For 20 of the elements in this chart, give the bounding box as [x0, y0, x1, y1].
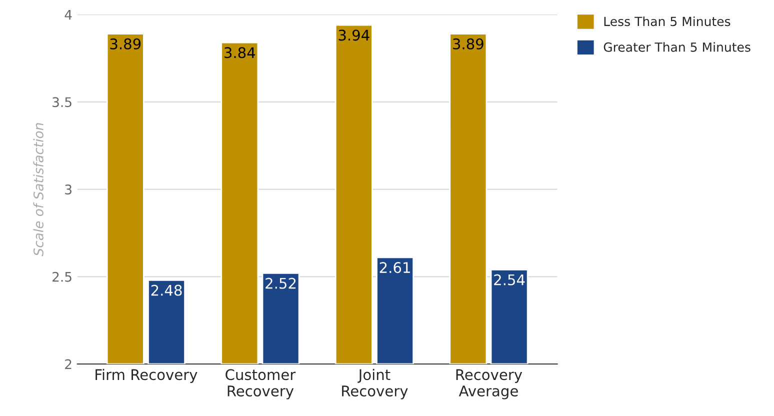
x-tick-label: Customer Recovery — [226, 369, 296, 400]
data-label: 2.52 — [266, 278, 296, 289]
legend-label: Greater Than 5 Minutes — [604, 42, 750, 52]
data-label: 3.89 — [110, 38, 141, 50]
x-tick-label: Joint Recovery — [342, 368, 408, 400]
y-axis-title: Scale of Satisfaction — [33, 123, 44, 256]
data-label: 3.84 — [224, 47, 256, 58]
data-label: 3.89 — [453, 38, 484, 50]
y-tick-label: 4 — [64, 10, 72, 20]
x-tick-label: Recovery Average — [456, 369, 522, 400]
data-label: 3.94 — [338, 30, 370, 41]
y-tick-label: 3 — [65, 184, 72, 194]
y-tick-label: 2 — [65, 359, 72, 370]
x-tick-label: Firm Recovery — [96, 368, 198, 383]
legend-label: Less Than 5 Minutes — [604, 16, 730, 26]
data-label: 2.61 — [380, 262, 410, 274]
data-label: 2.48 — [151, 284, 182, 296]
y-tick-label: 3.5 — [52, 97, 72, 108]
y-tick-label: 2.5 — [52, 272, 72, 282]
data-label: 2.54 — [494, 274, 525, 286]
